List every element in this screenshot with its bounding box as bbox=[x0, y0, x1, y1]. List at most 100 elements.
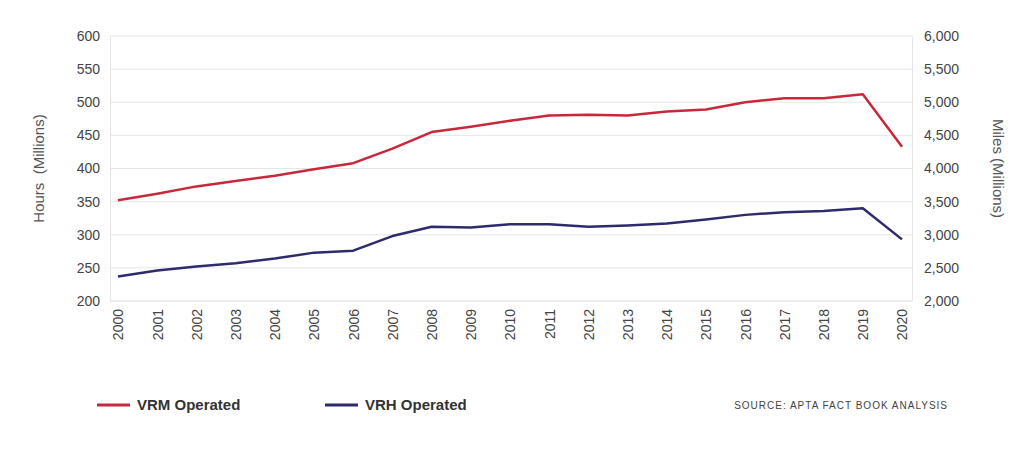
tick: 2001 bbox=[150, 301, 166, 340]
tick: 400 bbox=[77, 160, 110, 176]
grid-line bbox=[110, 168, 912, 169]
tick: 550 bbox=[77, 61, 110, 77]
tick: 2015 bbox=[698, 301, 714, 340]
tick: 2007 bbox=[385, 301, 401, 340]
plot-area bbox=[118, 94, 902, 276]
tick: 4,000 bbox=[912, 160, 959, 176]
series-line bbox=[118, 94, 902, 200]
tick-label: 2009 bbox=[463, 309, 479, 340]
tick: 450 bbox=[77, 127, 110, 143]
tick: 4,500 bbox=[912, 127, 959, 143]
grid-line bbox=[110, 301, 912, 302]
tick-label: 2011 bbox=[542, 309, 558, 339]
tick: 2018 bbox=[816, 301, 832, 340]
tick: 2,500 bbox=[912, 260, 959, 276]
tick: 2013 bbox=[620, 301, 636, 340]
tick: 3,000 bbox=[912, 227, 959, 243]
tick: 500 bbox=[77, 94, 110, 110]
y-axis: 200 250 300 350 400 450 500 550 600 bbox=[77, 28, 111, 309]
chart: 200 250 300 350 400 450 500 550 600 2,000 2,500 3,0… bbox=[0, 0, 1020, 476]
tick-label: 5,500 bbox=[924, 61, 959, 77]
axis-line bbox=[110, 301, 912, 302]
tick-label: 2020 bbox=[894, 309, 910, 340]
grid bbox=[110, 36, 912, 301]
tick-label: 2015 bbox=[698, 309, 714, 340]
grid-line bbox=[110, 267, 912, 268]
tick: 6,000 bbox=[912, 28, 959, 44]
tick-label: 2,500 bbox=[924, 260, 959, 276]
tick: 2005 bbox=[306, 301, 322, 340]
series-line bbox=[118, 208, 902, 276]
x-axis: 2000 2001 2002 2003 2004 2005 2006 2007 2008 2009… bbox=[110, 301, 912, 340]
tick: 2002 bbox=[189, 301, 205, 340]
tick: 5,000 bbox=[912, 94, 959, 110]
tick-label: 4,500 bbox=[924, 127, 959, 143]
tick: 2016 bbox=[738, 301, 754, 340]
tick: 2003 bbox=[228, 301, 244, 340]
tick-label: 450 bbox=[77, 127, 101, 143]
grid-line bbox=[110, 234, 912, 235]
tick-label: 2014 bbox=[659, 309, 675, 340]
tick: 2000 bbox=[110, 301, 126, 340]
tick: 2006 bbox=[346, 301, 362, 340]
tick-label: 2006 bbox=[346, 309, 362, 340]
tick: 2014 bbox=[659, 301, 675, 340]
tick: 2017 bbox=[777, 301, 793, 340]
tick-label: 350 bbox=[77, 194, 101, 210]
axis-line bbox=[912, 37, 913, 302]
tick: 300 bbox=[77, 227, 110, 243]
tick: 2020 bbox=[894, 301, 910, 340]
tick-label: 400 bbox=[77, 160, 101, 176]
tick: 3,500 bbox=[912, 194, 959, 210]
grid-line bbox=[110, 36, 912, 37]
legend-swatch bbox=[97, 404, 130, 407]
legend: VRM Operated VRH Operated bbox=[97, 396, 467, 413]
tick-label: 2017 bbox=[777, 309, 793, 340]
tick: 350 bbox=[77, 194, 110, 210]
tick-label: 2010 bbox=[502, 309, 518, 340]
tick-label: 2002 bbox=[189, 309, 205, 340]
tick: 2010 bbox=[502, 301, 518, 340]
tick-label: 2005 bbox=[306, 309, 322, 340]
tick-label: 500 bbox=[77, 94, 101, 110]
tick-label: 200 bbox=[77, 293, 101, 309]
tick-label: 4,000 bbox=[924, 160, 959, 176]
y2-axis: 2,000 2,500 3,000 3,500 4,000 4,500 5,000 5,500… bbox=[912, 28, 959, 309]
tick: 2011 bbox=[542, 301, 558, 339]
tick: 2009 bbox=[463, 301, 479, 340]
tick-label: 2007 bbox=[385, 309, 401, 340]
tick: 2012 bbox=[581, 301, 597, 340]
tick-label: 2001 bbox=[150, 309, 166, 340]
tick-label: 300 bbox=[77, 227, 101, 243]
tick-label: 3,500 bbox=[924, 194, 959, 210]
legend-swatch bbox=[325, 404, 358, 407]
tick: 2004 bbox=[267, 301, 283, 340]
grid-line bbox=[110, 69, 912, 70]
tick-label: 3,000 bbox=[924, 227, 959, 243]
legend-label: VRH Operated bbox=[365, 396, 467, 413]
tick: 250 bbox=[77, 260, 110, 276]
tick: 5,500 bbox=[912, 61, 959, 77]
tick: 2019 bbox=[855, 301, 871, 340]
legend-label: VRM Operated bbox=[137, 396, 240, 413]
tick: 600 bbox=[77, 28, 110, 44]
source-note: SOURCE: APTA FACT BOOK ANALYSIS bbox=[734, 400, 948, 411]
tick-label: 2,000 bbox=[924, 293, 959, 309]
tick-label: 2008 bbox=[424, 309, 440, 340]
grid-line bbox=[110, 102, 912, 103]
tick-label: 2004 bbox=[267, 309, 283, 340]
tick-label: 2016 bbox=[738, 309, 754, 340]
axis-line bbox=[110, 37, 111, 302]
grid-line bbox=[110, 201, 912, 202]
tick-label: 2012 bbox=[581, 309, 597, 340]
y-axis-title: Hours (Millions) bbox=[30, 114, 47, 222]
tick-label: 2003 bbox=[228, 309, 244, 340]
grid-line bbox=[110, 135, 912, 136]
tick-label: 2013 bbox=[620, 309, 636, 340]
tick: 200 bbox=[77, 293, 110, 309]
tick: 2,000 bbox=[912, 293, 959, 309]
tick-label: 2018 bbox=[816, 309, 832, 340]
tick: 2008 bbox=[424, 301, 440, 340]
tick-label: 5,000 bbox=[924, 94, 959, 110]
tick-label: 2000 bbox=[110, 309, 126, 340]
